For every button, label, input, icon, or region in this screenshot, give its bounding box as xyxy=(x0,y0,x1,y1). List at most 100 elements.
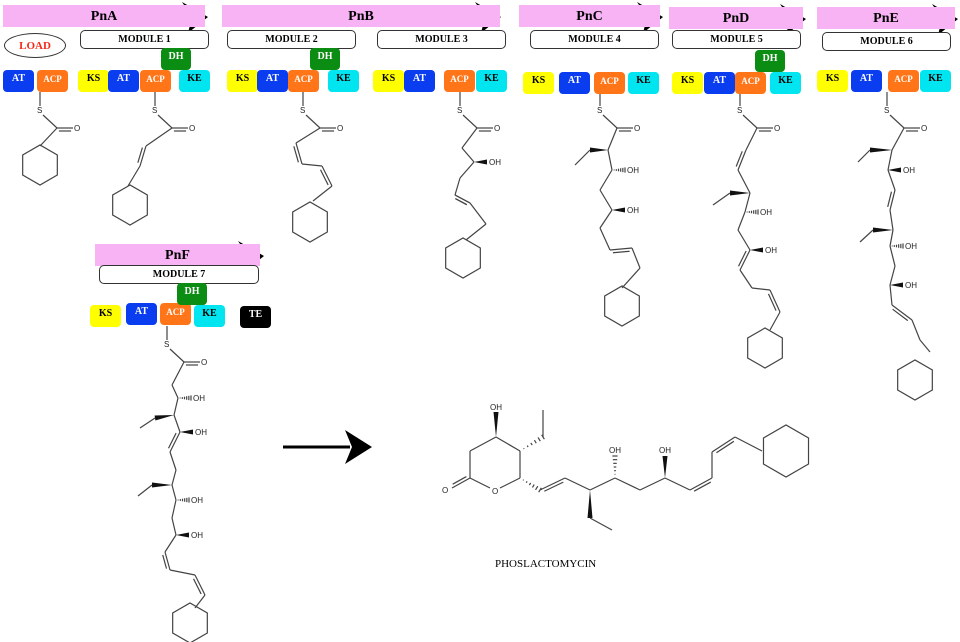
bond xyxy=(589,477,616,491)
domain-ke: KE xyxy=(194,305,225,327)
bond xyxy=(173,414,181,433)
bond xyxy=(734,436,763,452)
bond xyxy=(162,554,168,569)
bond xyxy=(609,247,633,251)
bond xyxy=(889,114,905,129)
bond xyxy=(169,569,196,576)
bond xyxy=(312,185,333,202)
bond xyxy=(711,436,736,453)
cyclohexane-ring xyxy=(604,285,640,327)
domain-dh: DH xyxy=(177,283,207,305)
atom-label: O xyxy=(201,358,207,367)
atom-label: S xyxy=(152,106,157,115)
bond xyxy=(739,249,751,271)
atom-label: O xyxy=(337,124,343,133)
domain-ks: KS xyxy=(817,70,848,92)
bond xyxy=(171,469,177,486)
bond xyxy=(737,211,746,231)
wedge-bond xyxy=(888,167,901,173)
bond xyxy=(531,484,535,488)
bond xyxy=(451,477,471,489)
domain-at: AT xyxy=(559,72,590,94)
bond xyxy=(293,146,299,163)
domain-ks: KS xyxy=(90,305,121,327)
protein-pnc: PnC xyxy=(519,5,660,27)
domain-at: AT xyxy=(108,70,139,92)
wedge-bond xyxy=(152,482,172,488)
bond xyxy=(689,477,713,491)
atom-label: OH xyxy=(627,166,639,175)
bond xyxy=(712,192,731,206)
domain-at: AT xyxy=(3,70,34,92)
bond xyxy=(599,209,613,229)
bond xyxy=(769,289,781,313)
bond xyxy=(539,477,566,491)
bond xyxy=(574,149,591,166)
wedge-bond xyxy=(873,227,893,233)
bond xyxy=(526,445,529,448)
cyclohexane-ring xyxy=(22,144,58,186)
bond xyxy=(891,304,913,321)
bond xyxy=(693,481,712,492)
bond xyxy=(537,437,541,442)
domain-acp: ACP xyxy=(735,72,766,94)
module-1: MODULE 1 xyxy=(80,30,209,49)
domain-at: AT xyxy=(257,70,288,92)
domain-ke: KE xyxy=(628,72,659,94)
bond xyxy=(499,477,521,489)
module-7: MODULE 7 xyxy=(99,265,259,284)
atom-label: O xyxy=(189,124,195,133)
bond xyxy=(859,229,874,243)
bond xyxy=(139,417,156,429)
protein-pnd: PnD xyxy=(669,7,803,29)
bond xyxy=(305,114,321,129)
bond xyxy=(607,127,618,151)
bond xyxy=(892,308,909,322)
wedge-bond xyxy=(587,490,593,518)
bond xyxy=(169,431,181,453)
domain-acp: ACP xyxy=(288,70,319,92)
bond xyxy=(137,484,153,497)
atom-label: O xyxy=(774,124,780,133)
atom-label: S xyxy=(884,106,889,115)
atom-label: OH xyxy=(191,531,203,540)
cyclohexane-ring xyxy=(897,359,933,401)
load-module: LOAD xyxy=(4,33,66,58)
bond xyxy=(887,169,896,191)
bond xyxy=(171,384,179,399)
domain-acp: ACP xyxy=(37,70,68,92)
wedge-bond xyxy=(890,282,903,288)
bond xyxy=(127,165,141,187)
domain-at: AT xyxy=(126,303,157,325)
domain-ke: KE xyxy=(328,70,359,92)
bond xyxy=(295,127,321,144)
bond xyxy=(157,114,173,129)
bond xyxy=(495,436,521,452)
bond xyxy=(171,517,177,536)
bond xyxy=(319,169,329,186)
bond xyxy=(171,499,177,519)
wedge-bond xyxy=(662,456,668,478)
bond xyxy=(745,127,758,151)
bond xyxy=(889,189,896,211)
atom-label: S xyxy=(597,106,602,115)
domain-ks: KS xyxy=(672,72,703,94)
module-6: MODULE 6 xyxy=(822,32,951,51)
bond xyxy=(911,319,921,341)
atom-label: S xyxy=(164,340,169,349)
bond xyxy=(169,451,177,471)
domain-ks: KS xyxy=(373,70,404,92)
bond xyxy=(739,269,753,289)
bond xyxy=(528,482,532,486)
bond xyxy=(301,163,323,167)
protein-pnf: PnF xyxy=(95,244,260,266)
bond xyxy=(737,229,751,251)
domain-dh: DH xyxy=(161,48,191,70)
bond xyxy=(164,551,171,571)
bond xyxy=(612,250,630,254)
cyclohexane-ring xyxy=(747,327,783,369)
product-name: PHOSLACTOMYCIN xyxy=(495,558,597,570)
wedge-bond xyxy=(750,247,763,253)
bond xyxy=(535,485,539,491)
bond xyxy=(145,127,173,147)
